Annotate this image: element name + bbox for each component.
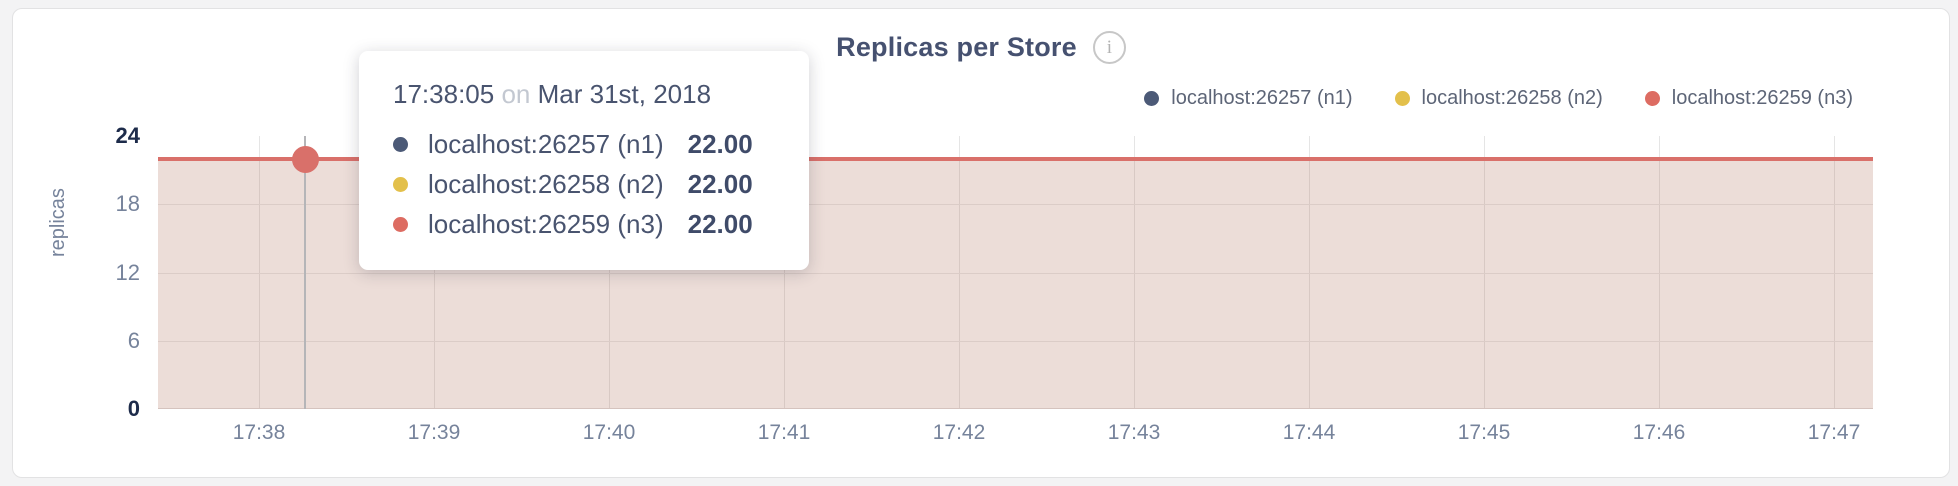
- tooltip-header: 17:38:05 on Mar 31st, 2018: [393, 79, 775, 110]
- gridline-horizontal: [158, 204, 1873, 206]
- x-axis-tick-label: 17:43: [1107, 421, 1161, 444]
- tooltip-series-row: localhost:26258 (n2) 22.00: [393, 164, 775, 204]
- y-axis-tick-label: 12: [115, 259, 140, 285]
- legend-dot-icon: [1394, 91, 1410, 106]
- x-axis-line: [158, 408, 1873, 409]
- info-icon[interactable]: i: [1092, 31, 1126, 64]
- series-line: [158, 156, 1873, 161]
- tooltip-series-value: 22.00: [687, 168, 753, 199]
- y-axis-tick-label: 6: [127, 327, 140, 353]
- y-axis-tick-label: 18: [115, 191, 140, 217]
- tooltip-series-label: localhost:26259 (n3): [428, 208, 664, 239]
- tooltip-date: Mar 31st, 2018: [537, 79, 712, 109]
- x-axis-tick-label: 17:42: [932, 421, 986, 444]
- tooltip-series-row: localhost:26257 (n1) 22.00: [393, 124, 775, 164]
- legend-item-label: localhost:26259 (n3): [1671, 87, 1853, 109]
- x-axis-tick-label: 17:44: [1282, 421, 1336, 444]
- x-axis-tick-label: 17:47: [1807, 421, 1861, 444]
- x-axis-tick-label: 17:39: [407, 421, 461, 444]
- x-axis-tick-label: 17:45: [1457, 421, 1511, 444]
- legend-item-label: localhost:26257 (n1): [1171, 87, 1353, 109]
- tooltip-series-row: localhost:26259 (n3) 22.00: [393, 204, 775, 244]
- x-axis-tick-label: 17:41: [757, 421, 811, 444]
- legend: localhost:26257 (n1) localhost:26258 (n2)…: [1144, 87, 1853, 110]
- legend-dot-icon: [1144, 91, 1160, 106]
- chart-card: Replicas per Store i localhost:26257 (n1…: [12, 8, 1950, 478]
- x-axis-tick-label: 17:40: [582, 421, 636, 444]
- x-axis-tick-label: 17:46: [1632, 421, 1686, 444]
- tooltip-connector-space: [530, 79, 537, 109]
- x-axis-tick-label: 17:38: [232, 421, 286, 444]
- tooltip-series-label: localhost:26258 (n2): [428, 168, 664, 199]
- chart-title: Replicas per Store: [836, 32, 1077, 62]
- legend-item[interactable]: localhost:26259 (n3): [1644, 87, 1853, 110]
- tooltip-series-dot-icon: [393, 136, 408, 152]
- chart-tooltip: 17:38:05 on Mar 31st, 2018 localhost:262…: [359, 51, 809, 270]
- tooltip-series-label: localhost:26257 (n1): [428, 128, 664, 159]
- legend-item[interactable]: localhost:26258 (n2): [1394, 87, 1603, 110]
- hover-point: [292, 145, 319, 173]
- tooltip-series-value: 22.00: [687, 128, 753, 159]
- y-axis-title: replicas: [47, 188, 69, 257]
- tooltip-series-dot-icon: [393, 176, 408, 192]
- hover-guideline: [304, 136, 306, 409]
- y-axis-tick-label: 24: [115, 123, 140, 148]
- gridline-horizontal: [158, 272, 1873, 274]
- legend-item-label: localhost:26258 (n2): [1421, 87, 1603, 109]
- chart-header: Replicas per Store i: [13, 31, 1949, 64]
- tooltip-rows: localhost:26257 (n1) 22.00 localhost:26258…: [393, 124, 775, 244]
- tooltip-series-value: 22.00: [687, 208, 753, 239]
- y-axis-tick-label: 0: [127, 396, 140, 421]
- legend-item[interactable]: localhost:26257 (n1): [1144, 87, 1353, 110]
- tooltip-series-dot-icon: [393, 216, 408, 232]
- tooltip-connector-word: on: [501, 79, 531, 109]
- legend-dot-icon: [1644, 91, 1660, 106]
- gridline-horizontal: [158, 340, 1873, 342]
- tooltip-time: 17:38:05: [393, 79, 495, 109]
